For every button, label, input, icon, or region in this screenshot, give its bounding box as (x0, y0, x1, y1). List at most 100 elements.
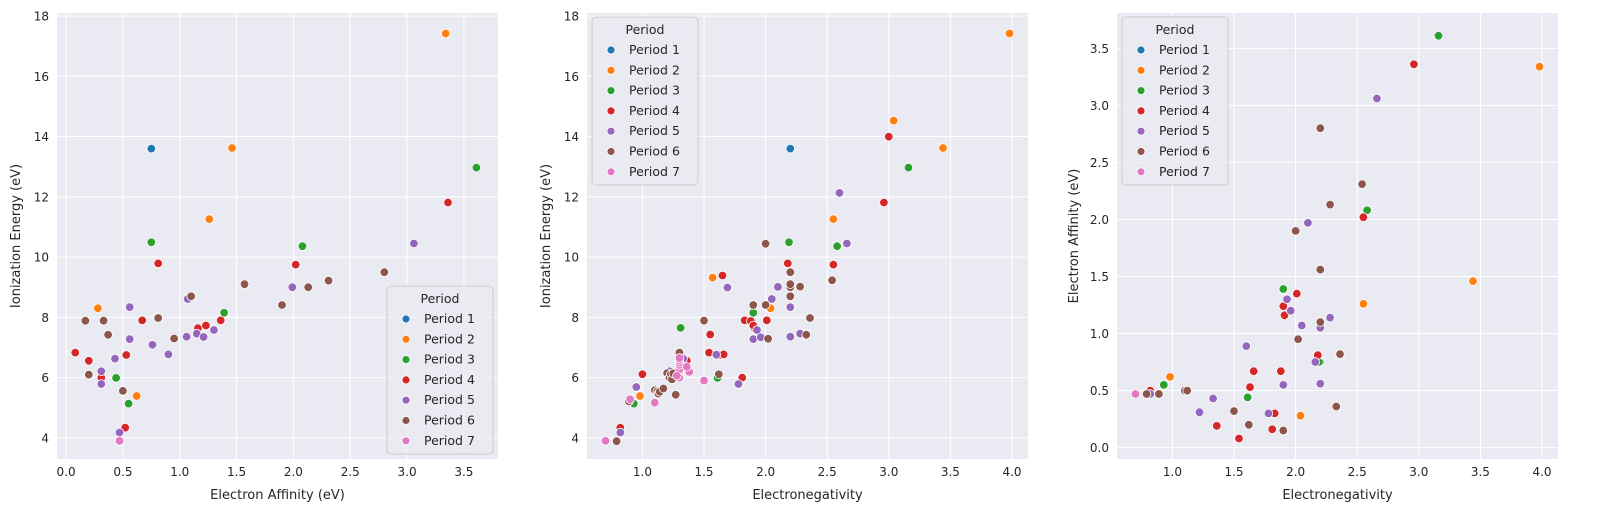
data-point (650, 397, 660, 408)
data-point (379, 267, 390, 277)
data-point (1241, 341, 1252, 351)
legend-entry-label: Period 6 (629, 144, 680, 159)
data-point (1295, 411, 1306, 421)
data-points (70, 28, 482, 446)
x-tick-label: 3.5 (1471, 465, 1490, 479)
legend-entry-label: Period 1 (629, 42, 680, 57)
legend-marker (606, 65, 616, 75)
data-point (1278, 284, 1289, 294)
data-point (714, 369, 724, 380)
legend-marker (401, 355, 411, 365)
data-point (70, 347, 80, 358)
data-point (80, 316, 91, 326)
data-point (805, 313, 815, 323)
data-point (291, 259, 301, 270)
x-tick-label: 3.0 (879, 465, 898, 479)
x-axis-label: Electron Affinity (eV) (210, 488, 345, 503)
data-point (124, 334, 135, 344)
data-point (1244, 420, 1254, 430)
y-tick-label: 6 (41, 371, 49, 385)
x-tick-label: 3.5 (941, 465, 960, 479)
data-point (784, 237, 794, 248)
y-tick-label: 2.0 (1090, 213, 1109, 227)
y-axis-label: Electron Affinity (eV) (1067, 169, 1082, 304)
data-point (903, 162, 914, 173)
data-point (110, 353, 120, 364)
legend: Period Period 1 Period 2 Period 3 Period 4 Pe… (386, 285, 494, 455)
y-tick-label: 16 (564, 70, 579, 84)
legend-marker (606, 126, 616, 136)
legend-marker (401, 314, 411, 324)
data-point (828, 214, 839, 224)
data-point (471, 162, 482, 173)
legend-entry-label: Period 6 (1159, 144, 1210, 159)
data-point (1297, 320, 1307, 331)
y-tick-label: 14 (564, 130, 579, 144)
data-point (671, 390, 681, 400)
data-point (409, 238, 419, 249)
legend-entry-label: Period 7 (424, 433, 475, 448)
data-point (146, 237, 157, 248)
x-tick-label: 2.0 (756, 465, 775, 479)
data-point (611, 436, 622, 446)
data-point (1303, 218, 1313, 228)
data-point (219, 308, 229, 318)
data-point (1358, 212, 1369, 222)
data-point (763, 334, 773, 344)
data-point (181, 332, 192, 342)
data-point (1267, 424, 1277, 435)
data-point (1409, 59, 1419, 70)
data-point (118, 386, 128, 396)
legend-entry-label: Period 7 (1159, 164, 1210, 179)
legend-entry-label: Period 2 (424, 331, 475, 346)
data-point (227, 143, 237, 153)
data-point (1325, 312, 1335, 323)
data-point (96, 379, 107, 389)
legend-entry-label: Period 4 (424, 372, 475, 387)
legend-box (386, 285, 494, 455)
legend-entry-label: Period 4 (1159, 103, 1210, 118)
data-point (1293, 334, 1303, 344)
data-point (783, 258, 793, 269)
data-point (717, 270, 728, 281)
data-point (169, 333, 179, 344)
data-point (672, 371, 682, 381)
data-point (1154, 389, 1164, 399)
x-tick-label: 4.0 (1532, 465, 1551, 479)
x-tick-label: 1.0 (1163, 465, 1182, 479)
data-point (785, 302, 796, 312)
legend-marker (401, 436, 411, 446)
data-point (748, 308, 759, 318)
x-tick-label: 2.5 (818, 465, 837, 479)
data-point (93, 303, 103, 314)
data-point (785, 291, 796, 302)
legend-marker (1136, 167, 1146, 177)
x-tick-label: 1.5 (694, 465, 713, 479)
data-point (1278, 380, 1289, 390)
data-point (215, 315, 226, 326)
y-axis-label: Ionization Energy (eV) (9, 164, 24, 308)
y-tick-label: 6 (571, 371, 579, 385)
data-point (752, 325, 762, 335)
data-point (760, 239, 771, 249)
data-point (103, 330, 113, 340)
data-point (828, 259, 839, 270)
x-tick-label: 2.5 (341, 465, 360, 479)
data-point (443, 197, 453, 208)
x-tick-label: 4.0 (1002, 465, 1021, 479)
data-point (111, 373, 121, 383)
data-point (153, 313, 163, 323)
data-point (137, 315, 147, 326)
legend-marker (1136, 45, 1146, 55)
data-point (795, 281, 805, 292)
legend-marker (1136, 106, 1146, 116)
x-tick-label: 1.0 (170, 465, 189, 479)
data-point (297, 241, 308, 251)
legend-entry-label: Period 3 (629, 83, 680, 98)
data-point (198, 332, 209, 342)
data-point (1141, 389, 1152, 399)
data-point (1282, 294, 1292, 305)
legend-marker (1136, 126, 1146, 136)
x-tick-label: 2.5 (1348, 465, 1367, 479)
